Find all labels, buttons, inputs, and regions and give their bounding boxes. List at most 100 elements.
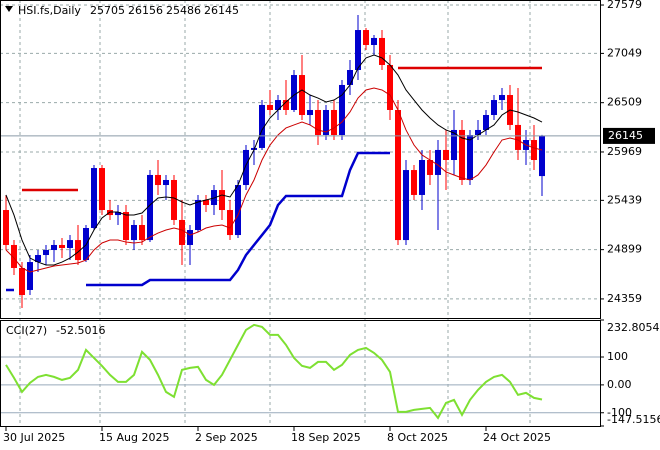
candle-body (67, 240, 73, 248)
candle-body (3, 210, 9, 245)
candle-body (19, 267, 25, 295)
y-tick-label: 26509 (607, 96, 642, 109)
cci-title: CCI(27) (6, 324, 47, 337)
y-tick-label: 24359 (607, 292, 642, 305)
candle-body (315, 109, 321, 135)
ohlc-close: 26145 (204, 4, 239, 17)
x-tick-label: 15 Aug 2025 (99, 431, 169, 444)
candle-body (147, 174, 153, 241)
candle-body (419, 160, 425, 195)
y-tick-label: 25439 (607, 193, 642, 206)
candle-body (43, 250, 49, 256)
candle-body (323, 109, 329, 135)
candle-body (219, 190, 225, 211)
y-tick-label: 232.8054 (607, 321, 660, 334)
candle-body (27, 262, 33, 290)
ohlc-low: 25486 (166, 4, 201, 17)
candle-body (195, 199, 201, 231)
candle-body (355, 30, 361, 71)
candle-body (123, 212, 129, 241)
x-tick-label: 30 Jul 2025 (3, 431, 65, 444)
candle-body (243, 149, 249, 186)
x-tick-label: 2 Sep 2025 (195, 431, 258, 444)
candle-body (203, 199, 209, 206)
main-frame (0, 0, 601, 319)
y-tick-label: 27579 (607, 0, 642, 11)
candle-body (379, 37, 385, 65)
candle-body (339, 84, 345, 135)
candle-body (155, 174, 161, 186)
x-tick-label: 24 Oct 2025 (483, 431, 551, 444)
candle-body (459, 129, 465, 180)
candle-body (51, 244, 57, 251)
candle-body (115, 212, 121, 216)
candle-body (331, 109, 337, 135)
candle-body (283, 100, 289, 110)
candle-body (475, 129, 481, 135)
y-tick-label: 0.00 (607, 378, 632, 391)
candle-body (411, 170, 417, 195)
candle-body (59, 244, 65, 248)
candle-body (307, 109, 313, 116)
y-tick-label: -100 (607, 406, 632, 419)
vertical-grid (19, 0, 531, 426)
candle-body (499, 95, 505, 101)
candle-body (515, 124, 521, 150)
candle-body (435, 149, 441, 175)
indicator-line (5, 87, 543, 273)
x-tick-label: 8 Oct 2025 (387, 431, 448, 444)
y-tick-label: 25969 (607, 145, 642, 158)
candle-body (75, 240, 81, 261)
candle-body (451, 129, 457, 161)
candle-body (35, 255, 41, 263)
y-tick-label: 100 (607, 350, 628, 363)
candle-body (531, 140, 537, 161)
indicator-line (5, 54, 543, 266)
last-price-label: 26145 (608, 129, 643, 142)
x-tick-label: 18 Sep 2025 (291, 431, 361, 444)
candle-body (539, 135, 545, 177)
candle-body (259, 104, 265, 148)
candle-body (299, 75, 305, 116)
last-price-box (603, 127, 655, 144)
symbol-title: HSI.fs,Daily (18, 4, 81, 17)
candle-body (139, 224, 145, 241)
y-tick-label: -147.5156 (607, 413, 660, 426)
candle-body (291, 75, 297, 110)
candle-body (187, 230, 193, 245)
candle-body (275, 100, 281, 110)
candle-body (403, 170, 409, 241)
candle-body (11, 244, 17, 268)
menu-icon[interactable] (5, 6, 13, 12)
ohlc-high: 26156 (128, 4, 163, 17)
y-tick-label: 24899 (607, 243, 642, 256)
y-tick-label: 27049 (607, 46, 642, 59)
cci-line (5, 323, 543, 420)
indicator-line (6, 151, 390, 292)
candle-body (91, 168, 97, 229)
candle-body (387, 64, 393, 110)
candle-body (267, 104, 273, 110)
candle-body (443, 149, 449, 161)
cci-value: -52.5016 (56, 324, 105, 337)
candle-body (347, 70, 353, 85)
candle-body (427, 160, 433, 175)
candle-body (227, 210, 233, 236)
cci-frame (0, 320, 601, 427)
candle-body (371, 37, 377, 45)
candle-body (395, 109, 401, 241)
candle-body (483, 115, 489, 130)
candle-body (491, 100, 497, 116)
candle-body (363, 30, 369, 45)
candle-body (467, 134, 473, 180)
ohlc-open: 25705 (90, 4, 125, 17)
candle-body (131, 224, 137, 241)
candle-body (171, 179, 177, 220)
candle-body (163, 179, 169, 186)
candle-body (235, 185, 241, 236)
indicator-line (22, 66, 542, 192)
